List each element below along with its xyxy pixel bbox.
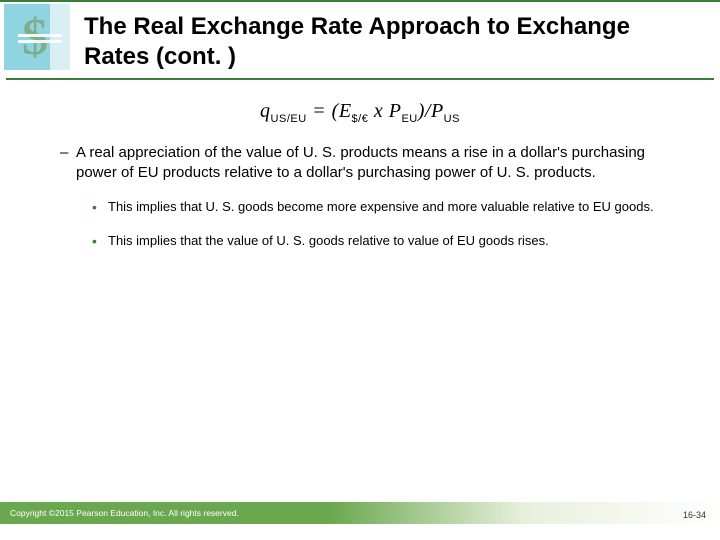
- footer-bar: Copyright ©2015 Pearson Education, Inc. …: [0, 502, 720, 524]
- eq-p2-sub: US: [444, 113, 460, 125]
- eq-q: q: [260, 100, 271, 122]
- footer-copyright-block: Copyright ©2015 Pearson Education, Inc. …: [0, 502, 330, 524]
- eq-p2: P: [431, 100, 444, 122]
- dash-bullet: A real appreciation of the value of U. S…: [60, 143, 660, 184]
- copyright-text: Copyright ©2015 Pearson Education, Inc. …: [10, 508, 239, 518]
- eq-p1: P: [389, 100, 402, 122]
- page-title: The Real Exchange Rate Approach to Excha…: [84, 12, 694, 72]
- corner-logo: $: [4, 4, 70, 70]
- eq-times: x: [368, 100, 388, 122]
- eq-equals: = (: [307, 100, 339, 122]
- eq-e: E: [339, 100, 352, 122]
- eq-div: )/: [418, 100, 431, 122]
- eq-e-sub: $/€: [352, 113, 369, 125]
- eq-q-sub: US/EU: [271, 113, 307, 125]
- page-number: 16-34: [683, 510, 706, 520]
- title-block: The Real Exchange Rate Approach to Excha…: [84, 12, 694, 72]
- content-area: qUS/EU = (E$/€ x PEU)/PUS A real appreci…: [60, 100, 660, 266]
- sub-bullet: This implies that U. S. goods become mor…: [92, 198, 660, 216]
- top-accent-strip: [0, 0, 720, 2]
- footer-gradient: [330, 502, 720, 524]
- eq-p1-sub: EU: [401, 113, 417, 125]
- equation: qUS/EU = (E$/€ x PEU)/PUS: [60, 100, 660, 125]
- title-underline: [6, 78, 714, 80]
- slide: $ The Real Exchange Rate Approach to Exc…: [0, 0, 720, 540]
- sub-bullet: This implies that the value of U. S. goo…: [92, 232, 660, 250]
- svg-text:$: $: [22, 9, 48, 66]
